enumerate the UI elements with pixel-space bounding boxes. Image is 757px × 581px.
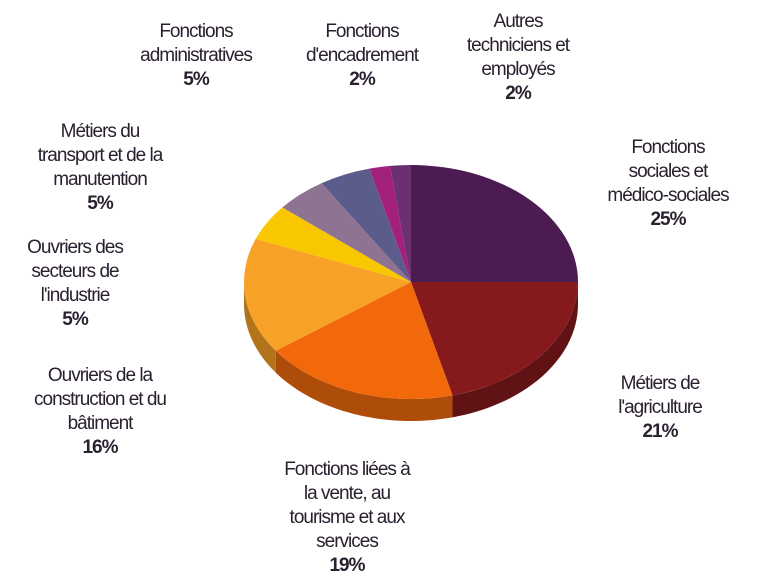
value-label: 21% — [642, 421, 678, 442]
slice-label: employés — [481, 59, 555, 80]
slice-label: Métiers du — [61, 121, 140, 142]
slice-label: transport et de la — [38, 145, 164, 166]
slice-label: Autres — [494, 11, 543, 32]
slice-label: l'agriculture — [618, 397, 702, 418]
slice-label: tourisme et aux — [290, 507, 406, 528]
value-label: 5% — [183, 69, 210, 90]
value-label: 19% — [329, 555, 365, 576]
slice-label: bâtiment — [68, 413, 135, 434]
slice-label: techniciens et — [467, 35, 571, 56]
slice-side — [275, 350, 453, 421]
slice-label: d'encadrement — [306, 45, 420, 66]
value-label: 2% — [349, 69, 376, 90]
slice-label: la vente, au — [304, 483, 391, 504]
value-label: 2% — [505, 83, 532, 104]
slice-side — [244, 282, 276, 373]
slice — [369, 165, 411, 282]
slice-side — [452, 282, 578, 418]
slice-label: Fonctions — [159, 21, 233, 42]
slice-label: manutention — [53, 169, 147, 190]
slice-label: services — [316, 531, 378, 552]
slice-label: Métiers de — [621, 373, 700, 394]
slice-label: secteurs de — [31, 261, 119, 282]
slice-label: Fonctions — [325, 21, 399, 42]
slice-label: sociales et — [629, 161, 709, 182]
slice — [411, 165, 578, 282]
value-label: 5% — [62, 309, 89, 330]
slice-label: Fonctions liées à — [284, 459, 411, 480]
slice — [321, 168, 411, 282]
slice — [275, 282, 453, 399]
slice-label: Ouvriers des — [27, 237, 123, 258]
slice — [244, 238, 411, 351]
slice — [390, 165, 411, 282]
slice — [282, 183, 411, 282]
value-label: 25% — [650, 209, 686, 230]
slice — [411, 282, 578, 396]
slice-label: Ouvriers de la — [48, 365, 154, 386]
value-label: 16% — [82, 437, 118, 458]
slice-label: administratives — [140, 45, 252, 66]
slice-label: Fonctions — [631, 137, 705, 158]
slice — [255, 207, 411, 282]
value-label: 5% — [87, 193, 114, 214]
slice-label: médico-sociales — [607, 185, 729, 206]
slice-label: l'industrie — [41, 285, 110, 306]
slice-label: construction et du — [34, 389, 166, 410]
